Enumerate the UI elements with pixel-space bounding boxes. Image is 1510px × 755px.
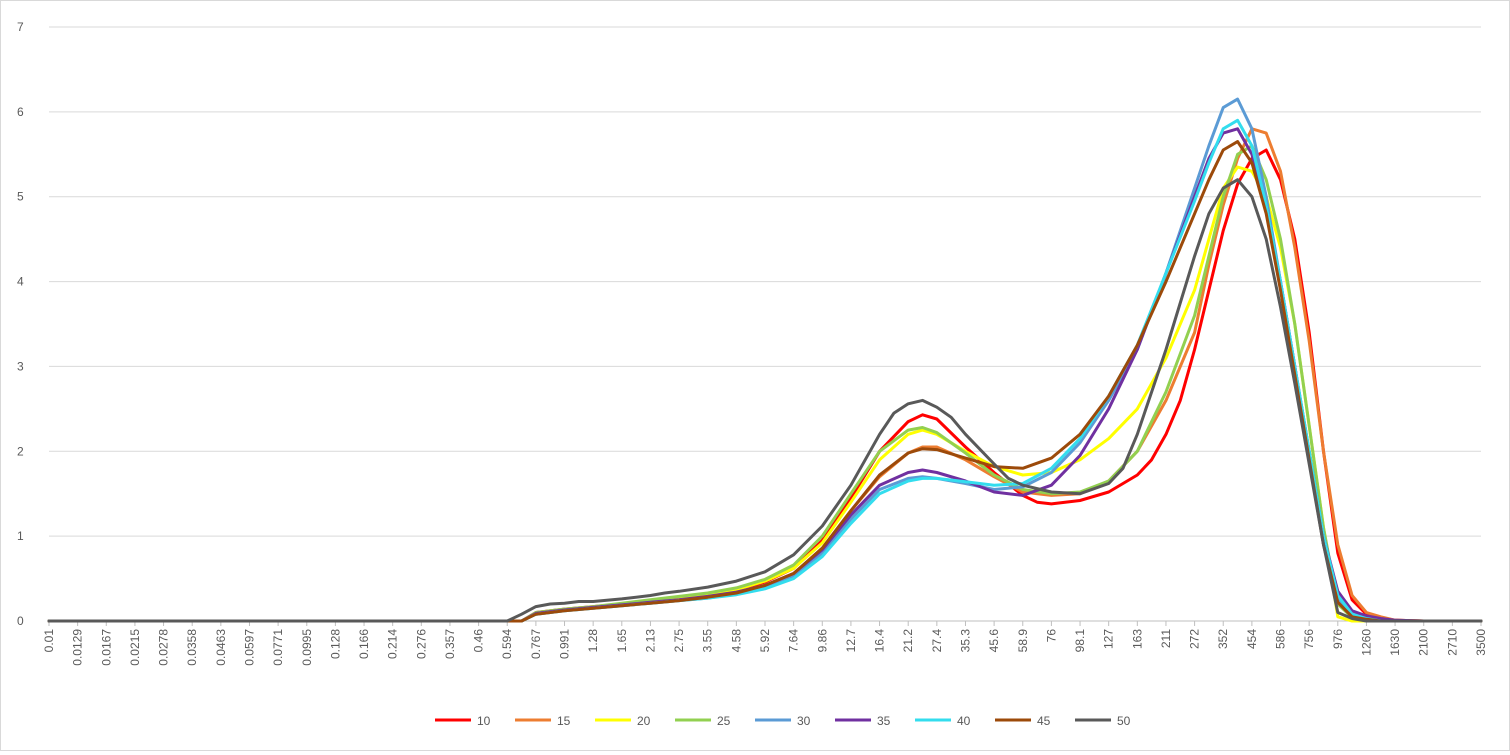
x-tick-label: 454 (1245, 629, 1259, 649)
x-tick-label: 0.0995 (300, 629, 314, 666)
y-tick-label: 7 (17, 20, 24, 34)
x-tick-label: 35.3 (958, 629, 972, 653)
x-tick-label: 2710 (1445, 629, 1459, 656)
legend-label: 35 (877, 714, 891, 728)
x-tick-label: 3.55 (701, 629, 715, 653)
legend-label: 45 (1037, 714, 1051, 728)
x-axis-ticks: 0.01 0.0129 0.0167 0.0215 0.0278 0.0358 0.0463… (42, 621, 1488, 666)
x-tick-label: 272 (1188, 629, 1202, 649)
x-tick-label: 5.92 (758, 629, 772, 653)
x-tick-label: 76 (1044, 629, 1058, 643)
x-tick-label: 2.13 (643, 629, 657, 653)
x-tick-label: 2100 (1417, 629, 1431, 656)
x-tick-label: 3500 (1474, 629, 1488, 656)
y-tick-label: 2 (17, 444, 24, 458)
x-tick-label: 163 (1130, 629, 1144, 649)
series-line-50 (47, 178, 1483, 623)
x-tick-label: 976 (1331, 629, 1345, 649)
gridlines (49, 26, 1481, 622)
x-tick-label: 2.75 (672, 629, 686, 653)
x-tick-label: 0.214 (386, 629, 400, 659)
x-tick-label: 0.0278 (157, 629, 171, 666)
x-tick-label: 0.128 (328, 629, 342, 659)
legend-label: 10 (477, 714, 491, 728)
x-tick-label: 0.0771 (271, 629, 285, 666)
x-tick-label: 9.86 (815, 629, 829, 653)
x-tick-label: 0.357 (443, 629, 457, 659)
legend-label: 15 (557, 714, 571, 728)
x-tick-label: 12.7 (844, 629, 858, 653)
y-tick-label: 0 (17, 614, 24, 628)
x-tick-label: 7.64 (787, 629, 801, 653)
x-tick-label: 1630 (1388, 629, 1402, 656)
x-tick-label: 0.46 (472, 629, 486, 653)
legend-label: 30 (797, 714, 811, 728)
series-lines (47, 97, 1483, 623)
x-tick-label: 127 (1102, 629, 1116, 649)
x-tick-label: 352 (1216, 629, 1230, 649)
x-tick-label: 0.0358 (185, 629, 199, 666)
x-tick-label: 0.0463 (214, 629, 228, 666)
y-axis-ticks: 0 1 2 3 4 5 6 7 (17, 20, 24, 628)
y-tick-label: 6 (17, 105, 24, 119)
x-tick-label: 0.0167 (99, 629, 113, 666)
x-tick-label: 16.4 (873, 629, 887, 653)
x-tick-label: 45.6 (987, 629, 1001, 653)
x-tick-label: 0.0215 (128, 629, 142, 666)
x-tick-label: 0.01 (42, 629, 56, 653)
series-line-25 (47, 144, 1483, 623)
y-tick-label: 1 (17, 529, 24, 543)
x-tick-label: 0.991 (558, 629, 572, 659)
x-tick-label: 586 (1274, 629, 1288, 649)
x-tick-label: 98.1 (1073, 629, 1087, 653)
x-tick-label: 756 (1302, 629, 1316, 649)
x-tick-label: 0.166 (357, 629, 371, 659)
x-tick-label: 1.28 (586, 629, 600, 653)
x-tick-label: 4.58 (729, 629, 743, 653)
y-tick-label: 3 (17, 359, 24, 373)
legend: 10 15 20 25 30 35 40 45 50 (435, 714, 1131, 728)
y-tick-label: 5 (17, 190, 24, 204)
legend-label: 20 (637, 714, 651, 728)
x-tick-label: 21.2 (901, 629, 915, 653)
x-tick-label: 1.65 (615, 629, 629, 653)
x-tick-label: 0.0129 (71, 629, 85, 666)
legend-label: 25 (717, 714, 731, 728)
x-tick-label: 58.9 (1016, 629, 1030, 653)
series-line-45 (47, 140, 1483, 623)
x-tick-label: 1260 (1359, 629, 1373, 656)
legend-label: 40 (957, 714, 971, 728)
x-tick-label: 211 (1159, 629, 1173, 648)
x-tick-label: 0.0597 (242, 629, 256, 666)
x-tick-label: 0.594 (500, 629, 514, 659)
legend-label: 50 (1117, 714, 1131, 728)
x-tick-label: 0.767 (529, 629, 543, 659)
y-tick-label: 4 (17, 275, 24, 289)
x-tick-label: 27.4 (930, 629, 944, 653)
x-tick-label: 0.276 (414, 629, 428, 659)
